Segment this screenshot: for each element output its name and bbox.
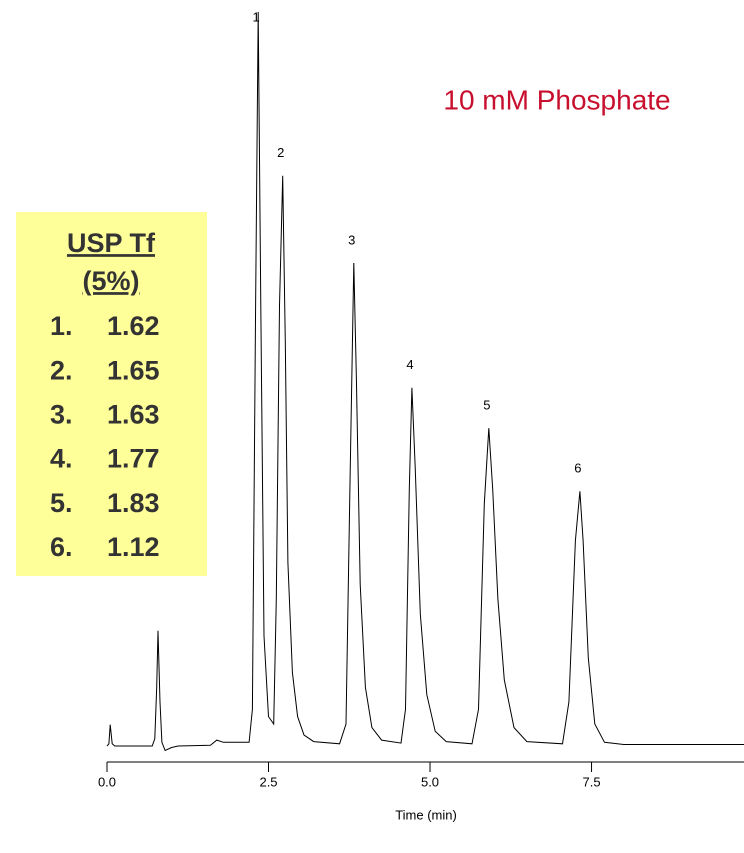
row-label: 6. bbox=[50, 532, 73, 562]
x-tick-label: 5.0 bbox=[421, 774, 439, 789]
row-value: 1.65 bbox=[107, 355, 160, 385]
trace bbox=[106, 11, 744, 752]
row-value: 1.62 bbox=[107, 311, 160, 341]
row-value: 1.12 bbox=[107, 532, 160, 562]
row-value: 1.83 bbox=[107, 488, 160, 518]
peak-label: 2 bbox=[277, 145, 284, 160]
x-tick-label: 7.5 bbox=[582, 774, 600, 789]
x-tick-label: 0.0 bbox=[98, 774, 116, 789]
peak-label: 4 bbox=[406, 357, 413, 372]
peak-label: 6 bbox=[574, 461, 581, 476]
chart-title: 10 mM Phosphate bbox=[443, 84, 670, 115]
row-value: 1.77 bbox=[107, 444, 160, 474]
box-subtitle: (5%) bbox=[82, 266, 139, 296]
row-label: 1. bbox=[50, 311, 73, 341]
row-label: 5. bbox=[50, 488, 73, 518]
x-axis-label: Time (min) bbox=[395, 807, 457, 822]
row-label: 2. bbox=[50, 355, 73, 385]
row-label: 3. bbox=[50, 400, 73, 430]
row-label: 4. bbox=[50, 444, 73, 474]
peak-label: 5 bbox=[483, 398, 490, 413]
x-tick-label: 2.5 bbox=[259, 774, 277, 789]
peak-label: 3 bbox=[348, 232, 355, 247]
usp-box bbox=[16, 212, 207, 576]
row-value: 1.63 bbox=[107, 400, 160, 430]
peak-label: 1 bbox=[253, 9, 260, 24]
box-title: USP Tf bbox=[67, 228, 156, 258]
